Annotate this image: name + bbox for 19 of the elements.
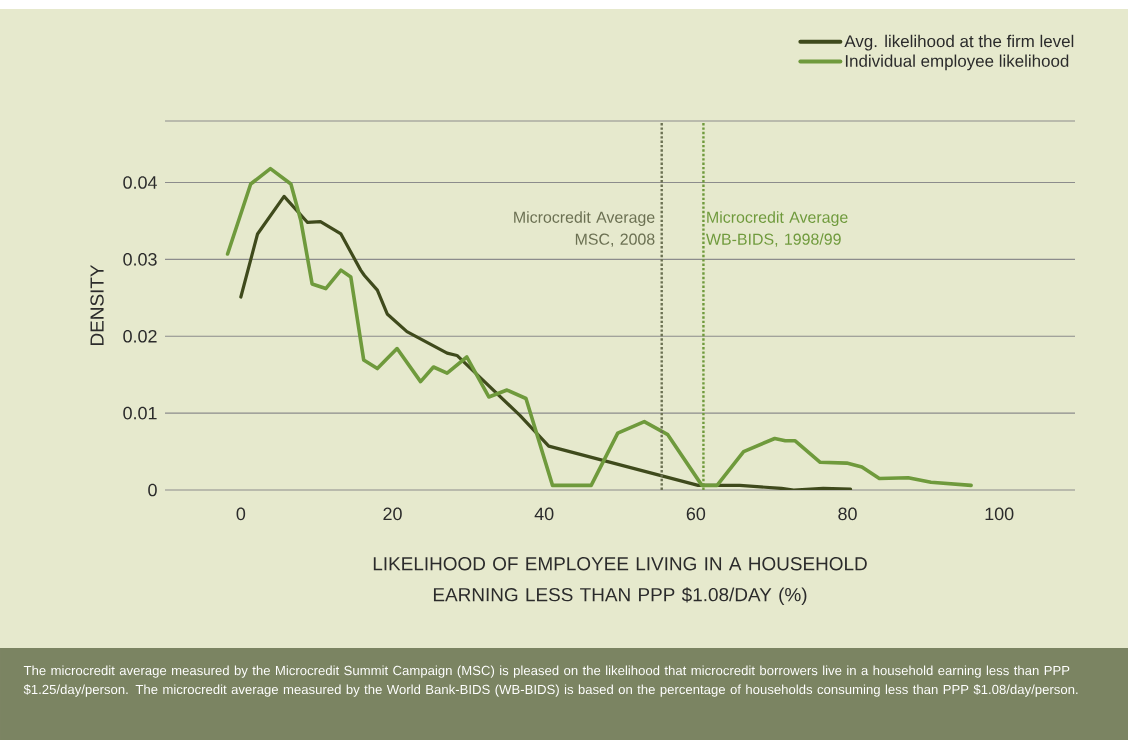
x-tick-label: 100 [985, 507, 1014, 521]
y-tick-label: 0.04 [123, 176, 157, 189]
x-axis-title: LIKELIHOOD OF EMPLOYEE LIVING IN A HOUSEHOLD EARNING LESS THAN PPP $1.08/DAY (%) [373, 557, 867, 606]
y-tick-label: 0.02 [123, 329, 157, 343]
y-tick-label: 0 [148, 483, 157, 497]
y-axis-title: DENSITY [90, 264, 104, 345]
x-tick-label: 20 [383, 507, 402, 521]
ref-line-label: Microcredit Average MSC, 2008 [514, 211, 655, 247]
legend-label: Individual employee likelihood [845, 54, 1069, 71]
x-tick-label: 40 [534, 507, 554, 521]
ref-line-label: Microcredit Average WB-BIDS, 1998/99 [706, 211, 848, 247]
text: The microcredit average measured by the Microcredit Summit Campaign (MSC) is pleased on the likelihood that microcredit borrowers live in a household earning less than PPP $1.25/day/person. The microcredit average measured by the World Bank-BIDS (WB-BIDS) is based on the percentage of households consuming less than PPP $1.08/day/person. [23, 665, 1078, 697]
x-tick-label: 60 [686, 507, 706, 521]
y-tick-label: 0.03 [123, 253, 157, 266]
line-series [239, 194, 853, 490]
legend-label: Avg. likelihood at the firm level [844, 34, 1074, 51]
x-tick-label: 80 [838, 507, 857, 521]
x-tick-label: 0 [236, 507, 246, 521]
y-tick-label: 0.01 [123, 406, 157, 420]
